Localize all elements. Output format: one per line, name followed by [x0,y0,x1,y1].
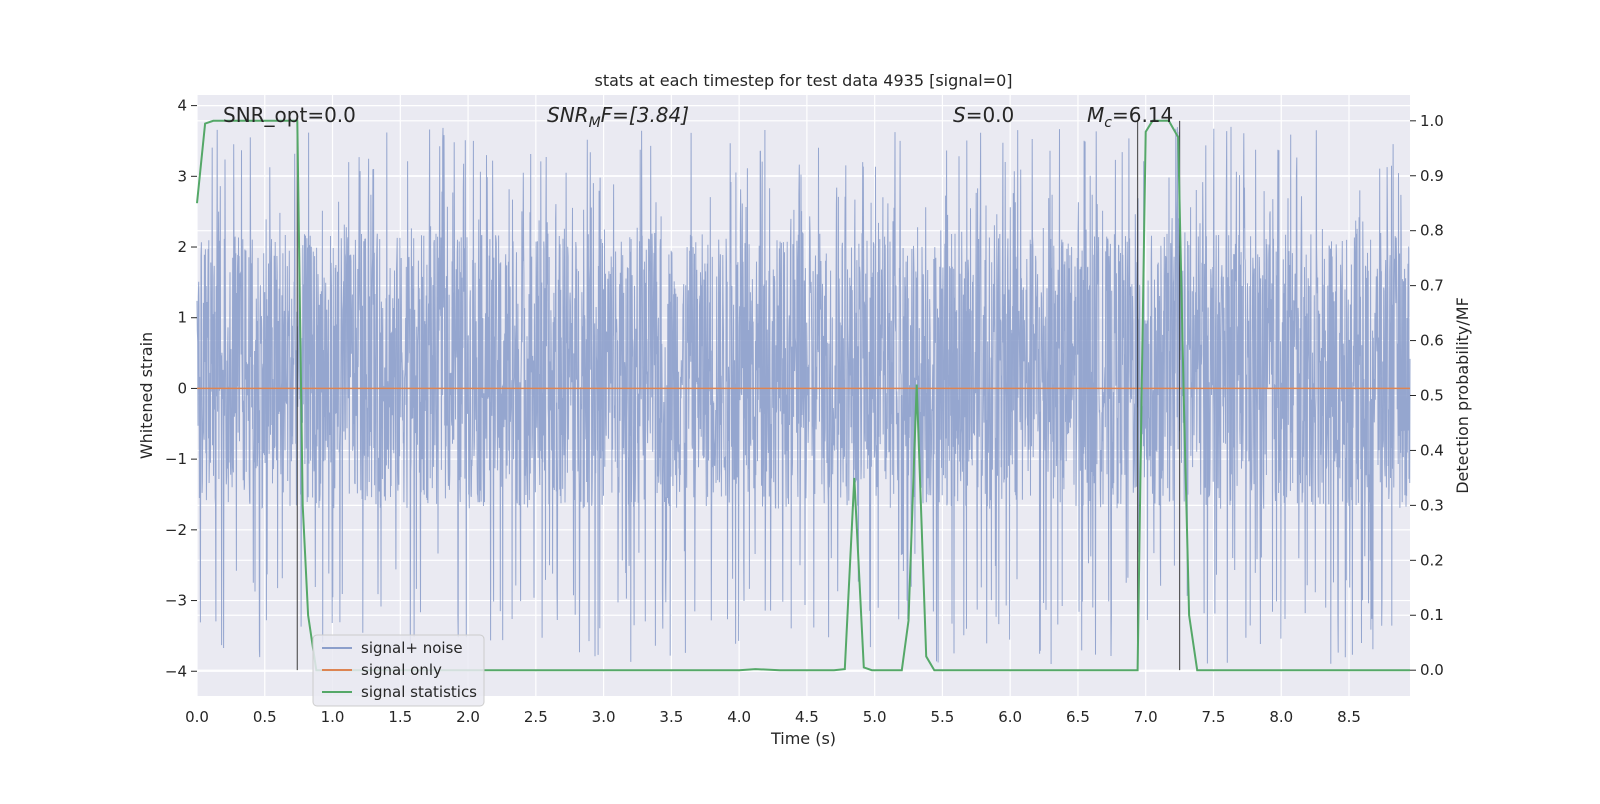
annotation-snr-mf: SNRMF=[3.84] [547,103,689,131]
x-tick-label: 7.0 [1134,708,1158,726]
x-tick-label: 0.0 [185,708,209,726]
y-axis-label: Whitened strain [137,332,156,459]
y-right-axis-label: Detection probability/MF [1453,297,1472,494]
y-right-tick-label: 0.7 [1420,277,1444,295]
y-tick-label: 2 [177,238,187,256]
x-axis-label: Time (s) [770,729,836,748]
y-tick-label: −2 [165,521,187,539]
y-tick-label: 1 [177,309,187,327]
x-tick-label: 3.0 [592,708,616,726]
x-tick-label: 1.5 [388,708,412,726]
legend-items: signal+ noise signal only signal statistic… [322,639,477,701]
x-tick-label: 2.5 [524,708,548,726]
y-tick-label: −4 [165,662,187,680]
chart-title: stats at each timestep for test data 493… [594,71,1012,90]
annotation-s-rest: =0.0 [966,103,1015,127]
y-tick-label: −1 [165,450,187,468]
series-signal-plus-noise [196,126,1411,665]
legend-label: signal statistics [361,683,477,701]
y-right-tick-label: 0.5 [1420,387,1444,405]
axes-layer: 0.0 0.5 1.0 1.5 2.0 2.5 3.0 3.5 4.0 4.5 5.0 5.5 6.0 6… [165,97,1444,726]
y-right-tick-label: 0.9 [1420,167,1444,185]
y-right-tick-label: 0.2 [1420,551,1444,569]
noise-trace [196,126,1411,665]
legend-label: signal only [361,661,442,679]
x-tick-label: 7.5 [1202,708,1226,726]
annotation-mc: Mc=6.14 [1087,103,1173,131]
y-right-tick-label: 0.0 [1420,661,1444,679]
annotation-snr-mf-rest: F=[3.84] [601,103,689,127]
x-tick-label: 5.0 [863,708,887,726]
x-tick-label: 0.5 [253,708,277,726]
annotation-snr-opt: SNR_opt=0.0 [223,103,356,127]
x-tick-label: 8.0 [1269,708,1293,726]
legend: signal+ noise signal only signal statistic… [312,634,485,707]
annotation-s-base: S [953,103,966,127]
y-right-tick-label: 0.3 [1420,496,1444,514]
y-right-tick-label: 0.4 [1420,441,1444,459]
x-tick-label: 6.5 [1066,708,1090,726]
x-tick-label: 5.5 [930,708,954,726]
annotation-s: S=0.0 [953,103,1014,127]
annotation-mc-base: M [1087,103,1104,127]
y-tick-label: 4 [177,97,187,115]
x-tick-label: 4.0 [727,708,751,726]
x-tick-label: 4.5 [795,708,819,726]
legend-box [312,634,485,707]
y-tick-label: 3 [177,167,187,185]
y-tick-label: −3 [165,592,187,610]
annotation-mc-rest: =6.14 [1112,103,1173,127]
x-tick-label: 6.0 [998,708,1022,726]
x-tick-label: 2.0 [456,708,480,726]
y-right-tick-label: 0.8 [1420,222,1444,240]
y-right-tick-label: 0.1 [1420,606,1444,624]
annotation-mc-sub: c [1104,115,1112,131]
annotation-snr-mf-base: SNR [547,103,589,127]
signal-statistics-line [196,119,1410,672]
series-signal-statistics [196,119,1410,672]
x-tick-label: 3.5 [659,708,683,726]
x-tick-label: 1.0 [321,708,345,726]
y-tick-label: 0 [177,379,187,397]
y-right-tick-label: 0.6 [1420,332,1444,350]
annotation-snr-mf-sub: M [589,115,601,131]
y-right-tick-label: 1.0 [1420,112,1444,130]
legend-label: signal+ noise [361,639,463,657]
x-tick-label: 8.5 [1337,708,1361,726]
